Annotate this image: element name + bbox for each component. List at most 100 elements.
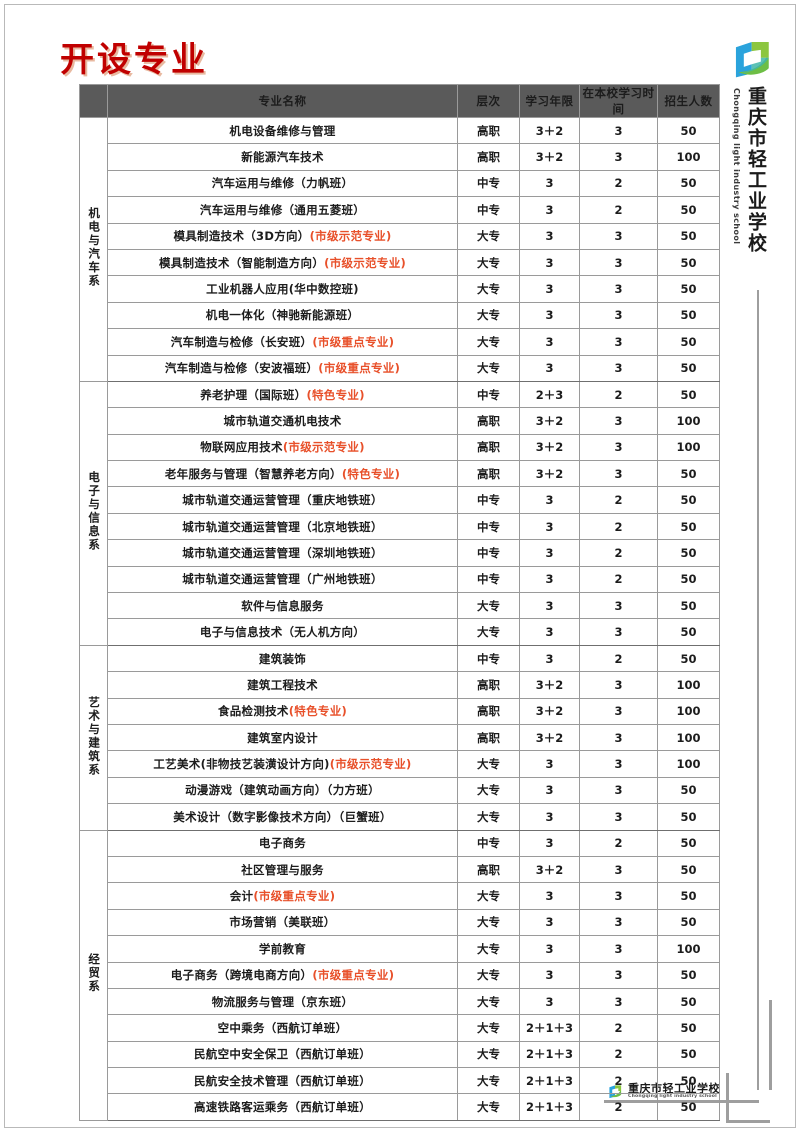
major-name-cell: 软件与信息服务 (107, 592, 458, 620)
onsite-years-cell: 3 (579, 776, 658, 805)
quota-cell: 100 (657, 143, 720, 171)
major-tag-badge: (市级示范专业) (324, 255, 407, 270)
department-name: 经贸系 (87, 953, 102, 994)
major-name-cell: 汽车制造与检修（安波福班）(市级重点专业) (107, 354, 458, 382)
onsite-years-cell: 2 (579, 1093, 658, 1121)
department-label-1: 电子与信息系 (79, 380, 108, 646)
major-tag-badge: (特色专业) (341, 466, 401, 481)
table-row: 软件与信息服务 大专 3 3 50 (80, 592, 720, 620)
level-cell: 大专 (457, 987, 520, 1016)
onsite-years-cell: 2 (579, 380, 658, 409)
level-cell: 大专 (457, 776, 520, 805)
department-name: 艺术与建筑系 (87, 695, 102, 777)
major-name-cell: 工艺美术(非物技艺装潢设计方向)(市级示范专业) (107, 750, 458, 778)
quota-cell: 50 (657, 1040, 720, 1069)
table-row: 汽车制造与检修（安波福班）(市级重点专业) 大专 3 3 50 (80, 354, 720, 382)
quota-cell: 50 (657, 512, 720, 541)
major-name-cell: 电子商务（跨境电商方向）(市级重点专业) (107, 961, 458, 989)
majors-table: 专业名称 层次 学习年限 在本校学习时间 招生人数 机电与汽车系 机电设备维修与管… (79, 84, 720, 1121)
quota-cell: 50 (657, 1067, 720, 1095)
study-years-cell: 3＋2 (519, 407, 580, 435)
quota-cell: 50 (657, 987, 720, 1016)
study-years-cell: 3 (519, 618, 580, 646)
quota-cell: 50 (657, 1093, 720, 1121)
onsite-years-cell: 3 (579, 301, 658, 330)
study-years-cell: 3 (519, 961, 580, 989)
level-cell: 大专 (457, 592, 520, 620)
quota-cell: 100 (657, 723, 720, 752)
col-header-level: 层次 (457, 84, 520, 118)
level-cell: 大专 (457, 275, 520, 303)
level-cell: 高职 (457, 433, 520, 462)
onsite-years-cell: 2 (579, 644, 658, 673)
department-label-0: 机电与汽车系 (79, 117, 108, 382)
table-row: 汽车运用与维修（通用五菱班） 中专 3 2 50 (80, 196, 720, 224)
table-row: 城市轨道交通运营管理（北京地铁班） 中专 3 2 50 (80, 512, 720, 541)
major-tag-badge: (市级重点专业) (312, 334, 395, 349)
level-cell: 大专 (457, 618, 520, 646)
onsite-years-cell: 3 (579, 803, 658, 831)
quota-cell: 50 (657, 803, 720, 831)
onsite-years-cell: 3 (579, 248, 658, 277)
table-row: 模具制造技术（智能制造方向）(市级示范专业) 大专 3 3 50 (80, 248, 720, 277)
level-cell: 高职 (457, 855, 520, 884)
table-row: 建筑室内设计 高职 3＋2 3 100 (80, 723, 720, 752)
school-name-en: Chongqing light industry school (732, 88, 741, 245)
major-name-cell: 汽车运用与维修（通用五菱班） (107, 196, 458, 224)
study-years-cell: 3 (519, 644, 580, 673)
level-cell: 大专 (457, 1014, 520, 1042)
onsite-years-cell: 3 (579, 987, 658, 1016)
table-row: 工艺美术(非物技艺装潢设计方向)(市级示范专业) 大专 3 3 100 (80, 750, 720, 778)
onsite-years-cell: 3 (579, 882, 658, 910)
table-row: 艺术与建筑系 建筑装饰 中专 3 2 50 (79, 644, 720, 831)
table-row: 物流服务与管理（京东班） 大专 3 3 50 (80, 987, 720, 1016)
table-row: 美术设计（数字影像技术方向）（巨蟹班） 大专 3 3 50 (80, 803, 720, 831)
col-header-dept (79, 84, 108, 118)
level-cell: 大专 (457, 961, 520, 989)
decor-vertical-line-1 (757, 290, 759, 1090)
study-years-cell: 3 (519, 935, 580, 963)
quota-cell: 50 (657, 776, 720, 805)
table-row: 高速铁路客运乘务（西航订单班） 大专 2＋1＋3 2 50 (80, 1093, 720, 1121)
level-cell: 高职 (457, 460, 520, 488)
onsite-years-cell: 2 (579, 829, 658, 857)
table-header-row: 专业名称 层次 学习年限 在本校学习时间 招生人数 (79, 84, 720, 118)
decor-horizontal-line-2 (726, 1120, 770, 1123)
school-logo-icon (735, 41, 769, 78)
study-years-cell: 3 (519, 882, 580, 910)
col-header-onsite: 在本校学习时间 (579, 84, 658, 118)
major-tag-badge: (市级示范专业) (282, 440, 365, 455)
study-years-cell: 3＋2 (519, 143, 580, 171)
onsite-years-cell: 2 (579, 565, 658, 594)
onsite-years-cell: 2 (579, 1040, 658, 1069)
quota-cell: 50 (657, 882, 720, 910)
quota-cell: 50 (657, 222, 720, 250)
study-years-cell: 3 (519, 222, 580, 250)
quota-cell: 100 (657, 407, 720, 435)
table-row: 城市轨道交通运营管理（深圳地铁班） 中专 3 2 50 (80, 539, 720, 567)
study-years-cell: 2＋1＋3 (519, 1040, 580, 1069)
onsite-years-cell: 3 (579, 460, 658, 488)
level-cell: 大专 (457, 354, 520, 382)
study-years-cell: 3＋2 (519, 723, 580, 752)
level-cell: 高职 (457, 143, 520, 171)
decor-vertical-line-2 (769, 1000, 772, 1090)
table-row: 食品检测技术(特色专业) 高职 3＋2 3 100 (80, 697, 720, 725)
col-header-years: 学习年限 (519, 84, 580, 118)
quota-cell: 50 (657, 592, 720, 620)
quota-cell: 50 (657, 116, 720, 145)
col-header-quota: 招生人数 (657, 84, 720, 118)
onsite-years-cell: 3 (579, 433, 658, 462)
major-name-cell: 汽车制造与检修（长安班）(市级重点专业) (107, 328, 458, 356)
study-years-cell: 2＋1＋3 (519, 1014, 580, 1042)
major-name-cell: 民航安全技术管理（西航订单班） (107, 1067, 458, 1095)
onsite-years-cell: 3 (579, 855, 658, 884)
table-row: 汽车运用与维修（力帆班） 中专 3 2 50 (80, 169, 720, 198)
onsite-years-cell: 2 (579, 1067, 658, 1095)
department-label-2: 艺术与建筑系 (79, 644, 108, 831)
level-cell: 中专 (457, 196, 520, 224)
major-name-cell: 模具制造技术（3D方向）(市级示范专业) (107, 222, 458, 250)
onsite-years-cell: 3 (579, 328, 658, 356)
major-name-cell: 市场营销（美联班） (107, 908, 458, 937)
